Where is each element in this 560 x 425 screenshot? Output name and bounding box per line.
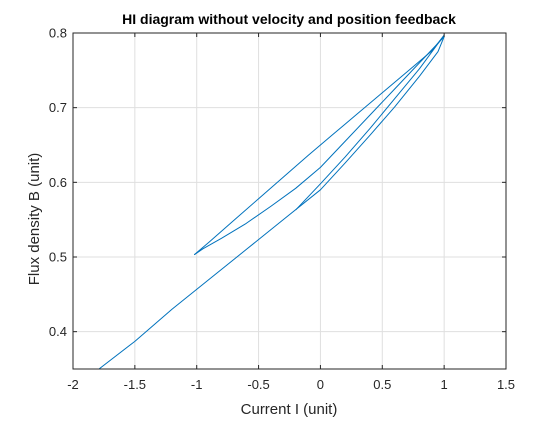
y-tick-label: 0.6 xyxy=(49,175,67,190)
x-tick-label: -2 xyxy=(67,377,79,392)
x-tick-label: -1.5 xyxy=(124,377,146,392)
y-tick-label: 0.4 xyxy=(49,324,67,339)
x-tick-label: 0.5 xyxy=(373,377,391,392)
chart-title: HI diagram without velocity and position… xyxy=(122,11,456,27)
y-tick-label: 0.8 xyxy=(49,26,67,41)
x-tick-label: 0 xyxy=(317,377,324,392)
x-tick-label: 1.5 xyxy=(497,377,515,392)
x-tick-label: -1 xyxy=(191,377,203,392)
x-tick-label: -0.5 xyxy=(247,377,269,392)
x-axis-label: Current I (unit) xyxy=(241,401,338,418)
x-tick-label: 1 xyxy=(441,377,448,392)
y-tick-label: 0.5 xyxy=(49,250,67,265)
y-tick-label: 0.7 xyxy=(49,100,67,115)
y-axis-label: Flux density B (unit) xyxy=(26,153,43,286)
